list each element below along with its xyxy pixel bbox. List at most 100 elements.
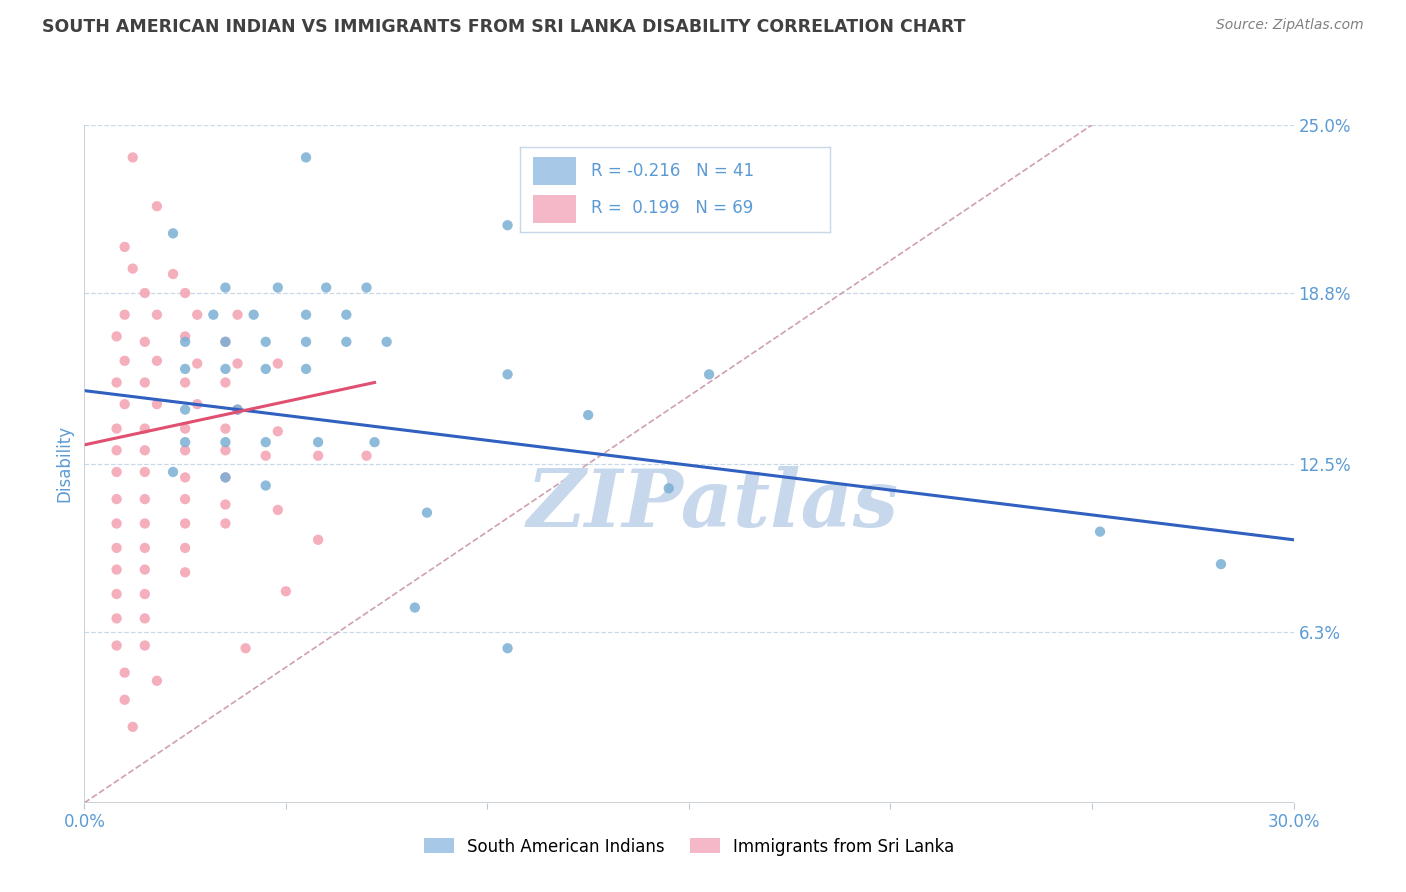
Point — [174, 334, 197, 349]
Point — [214, 443, 236, 458]
Text: Source: ZipAtlas.com: Source: ZipAtlas.com — [1216, 18, 1364, 32]
Point — [214, 280, 236, 294]
Point — [174, 376, 197, 390]
Point — [105, 421, 128, 435]
Point — [267, 503, 290, 517]
Point — [146, 199, 169, 213]
Point — [202, 308, 225, 322]
Point — [295, 334, 318, 349]
Point — [174, 421, 197, 435]
Point — [335, 308, 357, 322]
Point — [121, 150, 143, 164]
Point — [114, 692, 136, 706]
Point — [214, 470, 236, 484]
Point — [174, 470, 197, 484]
Point — [295, 308, 318, 322]
Legend: South American Indians, Immigrants from Sri Lanka: South American Indians, Immigrants from … — [418, 831, 960, 863]
Point — [162, 267, 184, 281]
Point — [134, 465, 156, 479]
Point — [105, 376, 128, 390]
Point — [226, 308, 249, 322]
Point — [105, 329, 128, 343]
Point — [214, 498, 236, 512]
Point — [307, 449, 329, 463]
Point — [274, 584, 297, 599]
Point — [214, 470, 236, 484]
Point — [315, 280, 337, 294]
Point — [162, 227, 184, 241]
Point — [697, 368, 720, 382]
Point — [496, 368, 519, 382]
Point — [114, 308, 136, 322]
Point — [267, 425, 290, 439]
Point — [254, 334, 277, 349]
Text: R =  0.199   N = 69: R = 0.199 N = 69 — [592, 199, 754, 217]
Point — [134, 587, 156, 601]
Point — [375, 334, 398, 349]
Point — [105, 611, 128, 625]
Point — [335, 334, 357, 349]
Point — [214, 334, 236, 349]
Point — [496, 218, 519, 232]
Point — [356, 449, 378, 463]
Point — [134, 421, 156, 435]
Point — [254, 362, 277, 376]
Point — [146, 673, 169, 688]
Point — [174, 435, 197, 450]
Point — [114, 397, 136, 411]
Point — [114, 240, 136, 254]
Point — [186, 397, 208, 411]
Point — [214, 435, 236, 450]
Point — [254, 478, 277, 492]
Point — [214, 334, 236, 349]
Point — [254, 435, 277, 450]
Point — [254, 449, 277, 463]
Point — [214, 421, 236, 435]
Point — [226, 402, 249, 417]
Point — [363, 435, 385, 450]
Point — [146, 353, 169, 368]
Point — [105, 639, 128, 653]
Point — [174, 285, 197, 300]
Y-axis label: Disability: Disability — [55, 425, 73, 502]
Point — [114, 353, 136, 368]
Point — [121, 261, 143, 276]
Point — [134, 285, 156, 300]
Point — [174, 541, 197, 555]
Point — [267, 280, 290, 294]
Point — [214, 362, 236, 376]
Point — [174, 362, 197, 376]
FancyBboxPatch shape — [533, 156, 576, 186]
Point — [307, 435, 329, 450]
Point — [134, 563, 156, 577]
Point — [186, 308, 208, 322]
Point — [295, 150, 318, 164]
Point — [226, 402, 249, 417]
Point — [146, 397, 169, 411]
Point — [134, 541, 156, 555]
Point — [174, 566, 197, 580]
Point — [356, 280, 378, 294]
Point — [576, 408, 599, 422]
Point — [186, 357, 208, 371]
Point — [134, 376, 156, 390]
Point — [174, 329, 197, 343]
Point — [307, 533, 329, 547]
Point — [105, 465, 128, 479]
Point — [235, 641, 257, 656]
Point — [174, 492, 197, 507]
Point — [134, 611, 156, 625]
Point — [226, 357, 249, 371]
Point — [267, 357, 290, 371]
Point — [134, 639, 156, 653]
Point — [658, 481, 681, 495]
Point — [404, 600, 426, 615]
Text: R = -0.216   N = 41: R = -0.216 N = 41 — [592, 162, 755, 180]
Point — [134, 334, 156, 349]
Point — [105, 563, 128, 577]
Point — [134, 516, 156, 531]
Point — [174, 443, 197, 458]
Point — [121, 720, 143, 734]
Point — [174, 516, 197, 531]
Point — [214, 376, 236, 390]
